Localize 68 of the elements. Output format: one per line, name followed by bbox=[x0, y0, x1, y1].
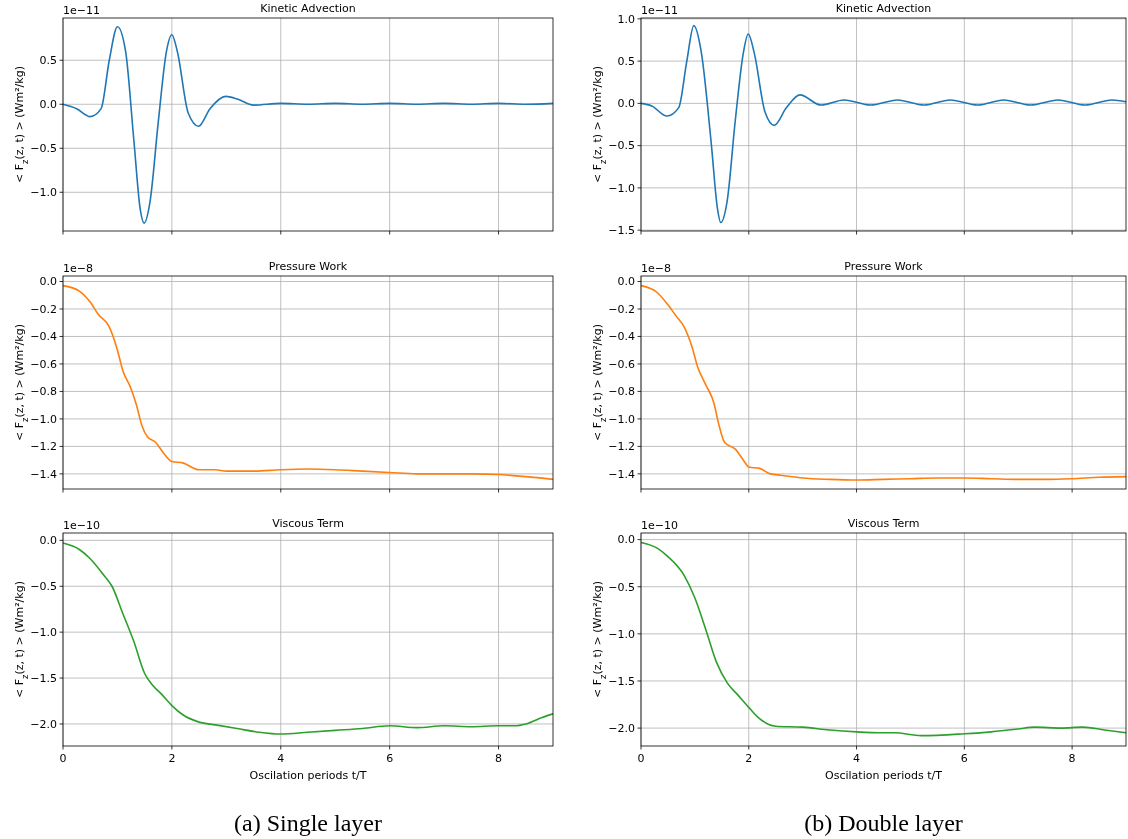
text: 1e−11 bbox=[641, 4, 678, 17]
y-tick-label: 1.0 bbox=[617, 12, 635, 26]
y-tick-label: −1.5 bbox=[30, 671, 57, 685]
x-tick-label: 4 bbox=[853, 752, 861, 765]
chart-title: Kinetic Advection bbox=[835, 2, 932, 15]
x-tick-label: 0 bbox=[59, 752, 67, 765]
chart-title: Viscous Term bbox=[847, 517, 920, 530]
line-series bbox=[62, 542, 554, 735]
y-tick-label: −0.6 bbox=[608, 357, 635, 371]
x-tick-label: 2 bbox=[168, 752, 176, 765]
chart-title: Pressure Work bbox=[268, 260, 348, 273]
y-tick-label: 0.0 bbox=[39, 275, 57, 289]
y-tick-label: −2.0 bbox=[30, 717, 57, 731]
y-tick-label: 0.0 bbox=[39, 534, 57, 548]
y-tick-label: −0.2 bbox=[608, 302, 635, 316]
y-tick-label: −0.2 bbox=[30, 302, 57, 316]
line-series bbox=[640, 24, 1127, 224]
x-tick-label: 2 bbox=[745, 752, 753, 765]
y-tick-label: −0.5 bbox=[608, 580, 635, 594]
y-tick-label: −1.4 bbox=[608, 467, 635, 481]
text: 1e−8 bbox=[641, 262, 671, 275]
x-axis-title: Oscilation periods t/T bbox=[249, 769, 367, 782]
y-tick-label: −1.0 bbox=[30, 412, 57, 426]
y-tick-label: −0.4 bbox=[608, 330, 635, 344]
y-tick-label: −0.6 bbox=[30, 357, 57, 371]
line-series bbox=[62, 26, 554, 224]
y-tick-label: −0.8 bbox=[30, 385, 57, 399]
y-tick-label: 0.0 bbox=[39, 98, 57, 112]
text: 1e−10 bbox=[63, 519, 100, 532]
y-tick-label: 0.0 bbox=[617, 275, 635, 289]
x-tick-label: 6 bbox=[386, 752, 394, 765]
text: (a) Single layer bbox=[234, 810, 382, 836]
text: 1e−11 bbox=[63, 4, 100, 17]
y-tick-label: −1.0 bbox=[30, 186, 57, 200]
y-tick-label: −0.5 bbox=[608, 139, 635, 153]
text: 1e−10 bbox=[641, 519, 678, 532]
x-tick-label: 6 bbox=[960, 752, 968, 765]
y-tick-label: 0.0 bbox=[617, 97, 635, 111]
y-tick-label: −1.0 bbox=[608, 181, 635, 195]
y-tick-label: −1.5 bbox=[608, 224, 635, 237]
x-tick-label: 8 bbox=[495, 752, 503, 765]
y-tick-label: −0.8 bbox=[608, 385, 635, 399]
y-tick-label: −1.5 bbox=[608, 674, 635, 688]
x-tick-label: 0 bbox=[637, 752, 645, 765]
y-tick-label: 0.5 bbox=[617, 54, 635, 68]
x-tick-label: 8 bbox=[1068, 752, 1076, 765]
y-tick-label: 0.5 bbox=[39, 54, 57, 68]
y-tick-label: −1.4 bbox=[30, 467, 57, 481]
y-tick-label: −0.5 bbox=[30, 142, 57, 156]
x-axis-title: Oscilation periods t/T bbox=[825, 769, 943, 782]
y-tick-label: −0.4 bbox=[30, 330, 57, 344]
y-tick-label: −1.0 bbox=[608, 412, 635, 426]
chart-title: Viscous Term bbox=[272, 517, 344, 530]
text: 1e−8 bbox=[63, 262, 93, 275]
x-tick-label: 4 bbox=[277, 752, 285, 765]
y-tick-label: 0.0 bbox=[617, 533, 635, 547]
y-tick-label: −1.2 bbox=[30, 440, 57, 454]
chart-title: Pressure Work bbox=[844, 260, 924, 273]
line-series bbox=[640, 284, 1127, 481]
line-series bbox=[640, 541, 1127, 737]
line-series bbox=[62, 284, 554, 481]
y-tick-label: −2.0 bbox=[608, 721, 635, 735]
y-tick-label: −0.5 bbox=[30, 580, 57, 594]
chart-title: Kinetic Advection bbox=[260, 2, 356, 15]
text: (b) Double layer bbox=[804, 810, 963, 836]
y-tick-label: −1.0 bbox=[608, 627, 635, 641]
y-tick-label: −1.0 bbox=[30, 626, 57, 640]
y-tick-label: −1.2 bbox=[608, 440, 635, 454]
